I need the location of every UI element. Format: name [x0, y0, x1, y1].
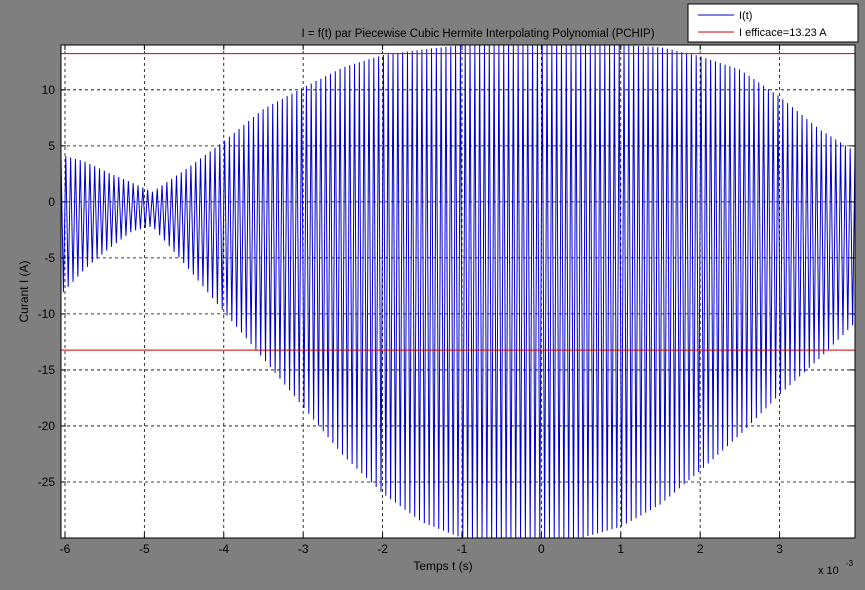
- series-current-line: [61, 45, 855, 538]
- y-tick-label: 10: [42, 83, 56, 97]
- y-axis-label: Curant I (A): [17, 260, 31, 322]
- x-axis-multiplier-exponent: -3: [846, 559, 854, 568]
- x-tick-label: -1: [457, 542, 468, 556]
- axes-frame: [60, 44, 856, 539]
- x-tick-label: 1: [617, 542, 624, 556]
- chart-title: I = f(t) par Piecewise Cubic Hermite Int…: [301, 28, 654, 40]
- x-tick-label: -5: [139, 542, 150, 556]
- x-tick-label: -4: [218, 542, 229, 556]
- x-tick-label: 2: [697, 542, 704, 556]
- y-tick-label: -5: [44, 251, 55, 265]
- legend-box: [687, 3, 859, 43]
- y-tick-label: -20: [38, 419, 56, 433]
- x-axis-label: Temps t (s): [413, 559, 472, 573]
- x-tick-label: 0: [538, 542, 545, 556]
- y-tick-label: -25: [38, 475, 56, 489]
- x-tick-label: -3: [298, 542, 309, 556]
- legend-label-rms: I efficace=13.23 A: [739, 27, 827, 39]
- x-tick-label: 3: [776, 542, 783, 556]
- x-tick-label: -2: [377, 542, 388, 556]
- legend[interactable]: I(t) I efficace=13.23 A: [687, 3, 859, 43]
- y-tick-label: 5: [48, 139, 55, 153]
- x-tick-label: -6: [60, 542, 71, 556]
- y-tick-label: -10: [38, 307, 56, 321]
- series-layer: [61, 45, 855, 538]
- x-axis-multiplier: x 10: [818, 565, 839, 577]
- legend-label-current: I(t): [739, 10, 752, 22]
- y-tick-label: -15: [38, 363, 56, 377]
- y-tick-label: 0: [48, 195, 55, 209]
